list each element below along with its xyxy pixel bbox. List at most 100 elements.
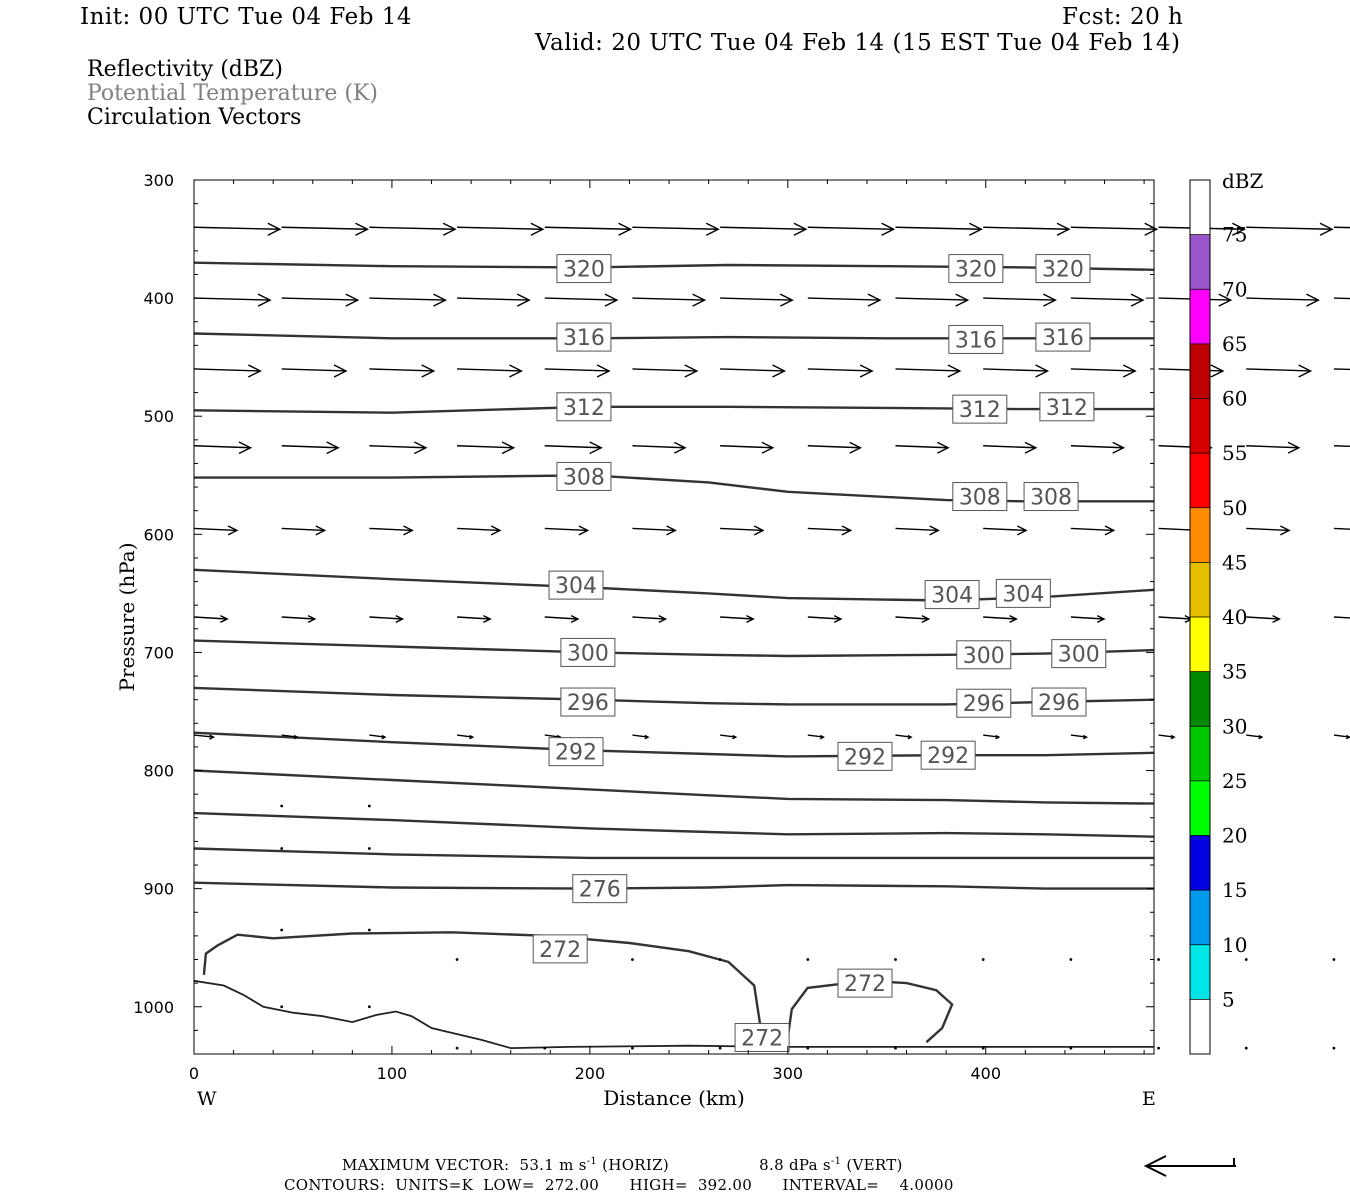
init-time: Init: 00 UTC Tue 04 Feb 14	[80, 4, 413, 30]
contour-label-box	[920, 740, 976, 770]
weak-vector	[1332, 1046, 1336, 1050]
vector-head	[414, 441, 428, 455]
weak-vector	[1244, 958, 1248, 961]
weak-vector	[894, 1046, 897, 1050]
vector-head	[1016, 525, 1028, 536]
weak-vector	[280, 847, 284, 850]
circulation-vector	[983, 616, 1017, 620]
vector-head	[1082, 734, 1089, 740]
y-tick-label: 700	[143, 643, 174, 662]
vector-head	[1280, 525, 1291, 536]
circulation-vector	[1246, 616, 1280, 620]
circulation-vector	[895, 226, 982, 230]
x-tick-label: 0	[189, 1064, 199, 1083]
contour-label-312: 312	[563, 396, 605, 421]
weak-vector	[1332, 958, 1336, 961]
vector-head	[1104, 525, 1116, 536]
colorbar-level-label: 5	[1222, 987, 1235, 1011]
colorbar-swatch	[1190, 507, 1210, 563]
contour-label-320: 320	[955, 258, 997, 283]
vector-head	[509, 364, 523, 378]
weak-vector	[367, 1005, 371, 1009]
y-tick-label: 400	[143, 289, 174, 308]
vector-head	[604, 293, 619, 307]
x-tick-label: 100	[377, 1064, 408, 1083]
colorbar-swatch	[1190, 671, 1210, 727]
vector-head	[673, 441, 687, 454]
weak-vector	[806, 958, 810, 961]
circulation-vector	[456, 734, 473, 738]
field-potential-temperature: Potential Temperature (K)	[87, 81, 378, 106]
vector-head	[849, 441, 863, 454]
circulation-vector	[1246, 734, 1262, 738]
circulation-vector	[193, 527, 237, 532]
vector-head	[469, 734, 475, 740]
circulation-vector	[1070, 527, 1114, 532]
weak-vector	[631, 1046, 634, 1050]
axes-group: 300 400 500 600 700 800 900 1000 0 100 200 300 400	[133, 171, 1154, 1083]
circulation-vector	[807, 226, 894, 230]
colorbar-swatch	[1190, 343, 1210, 399]
circulation-vector	[720, 616, 754, 620]
circulation-vector	[193, 226, 280, 230]
circulation-vector	[720, 734, 736, 738]
max-vector-line: MAXIMUM VECTOR: 53.1 m s-1 (HORIZ) 8.8 d…	[342, 1156, 903, 1174]
circulation-vector	[1070, 226, 1157, 230]
vector-head	[968, 222, 983, 236]
circulation-vector	[632, 527, 676, 532]
vector-head	[326, 441, 340, 455]
vector-head	[692, 293, 707, 307]
contour-label-304: 304	[931, 584, 973, 609]
vector-head	[516, 293, 531, 307]
circulation-vector	[632, 297, 705, 301]
contour-label-box	[556, 461, 612, 491]
circulation-vector	[544, 527, 588, 532]
contour-label-304: 304	[1002, 582, 1044, 607]
contour-label-box	[948, 324, 1004, 354]
circulation-vector	[1070, 445, 1124, 449]
colorbar-swatch	[1190, 562, 1210, 617]
contour-label-320: 320	[563, 258, 605, 283]
x-tick-label: 200	[575, 1064, 606, 1083]
contour-labels-group: 320 320 320 316 316 316 312 312 312 308 308 308 304 3…	[532, 254, 1107, 1052]
isentrope-272-west	[202, 931, 764, 1038]
contour-label-box	[956, 640, 1012, 670]
vector-head	[257, 293, 272, 307]
vector-head	[937, 441, 950, 454]
contour-label-316: 316	[563, 326, 605, 351]
weak-vector	[806, 1046, 810, 1050]
vector-head	[907, 734, 913, 740]
isentrope-312	[193, 405, 1154, 414]
vector-head	[1122, 364, 1137, 378]
colorbar-swatch	[1190, 944, 1210, 1000]
vector-head	[267, 222, 282, 236]
vector-head	[793, 222, 808, 236]
circulation-vector	[544, 445, 602, 449]
vector-head	[618, 222, 633, 236]
colorbar-swatch	[1190, 289, 1210, 344]
contour-label-308: 308	[1030, 486, 1072, 511]
y-tick-label: 600	[143, 525, 174, 544]
vector-head	[247, 364, 262, 378]
circulation-vector	[1246, 226, 1333, 230]
vector-head	[666, 525, 677, 536]
colorbar-level-label: 15	[1222, 878, 1247, 902]
weak-vector	[981, 1046, 985, 1050]
contour-label-box	[952, 482, 1008, 512]
isentrope-288	[193, 769, 1155, 805]
colorbar-swatch	[1190, 890, 1210, 945]
vector-head	[1306, 293, 1320, 307]
x-tick-label: 300	[773, 1064, 804, 1083]
vector-head	[1232, 222, 1246, 236]
circulation-vector	[632, 368, 697, 372]
circulation-vector	[193, 616, 228, 620]
circulation-vector	[369, 527, 413, 532]
circulation-vector	[457, 616, 491, 620]
vector-head	[947, 364, 962, 378]
vector-head	[1096, 614, 1106, 624]
weak-vector	[367, 928, 371, 932]
circulation-vector	[632, 616, 666, 620]
contour-label-box	[837, 968, 893, 998]
colorbar-level-label: 40	[1222, 605, 1247, 629]
vector-head	[403, 525, 414, 536]
